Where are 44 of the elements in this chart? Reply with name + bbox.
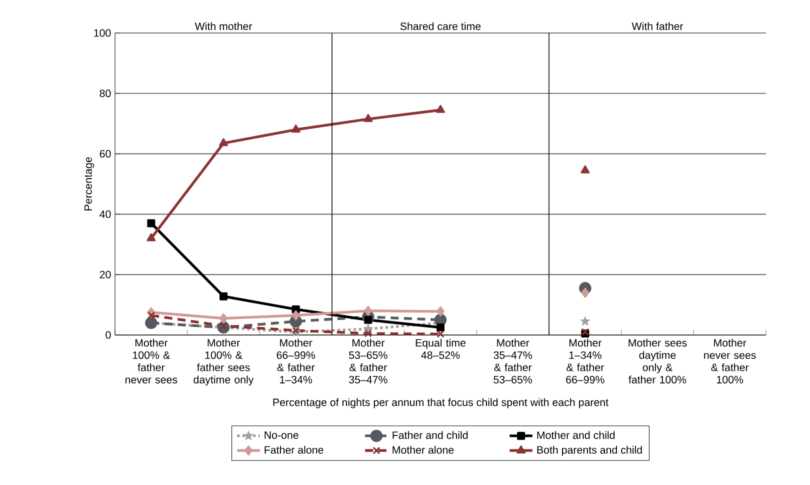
x-tick-label: Mother 100% & father sees daytime only — [194, 338, 254, 386]
point — [220, 292, 228, 300]
point — [436, 330, 444, 338]
point — [219, 138, 228, 146]
point — [580, 165, 590, 174]
point — [220, 313, 228, 324]
y-tick-label: 60 — [100, 150, 111, 158]
legend-label: Both parents and child — [537, 446, 642, 456]
text: Shared care time — [400, 22, 481, 30]
point — [580, 316, 590, 326]
x-tick-label: Mother 35–47% & father 53–65% — [494, 338, 532, 384]
legend-label: No-one — [264, 431, 298, 439]
legend-label: Mother alone — [392, 446, 454, 454]
point — [581, 288, 590, 298]
point — [364, 330, 372, 338]
legend-label: Mother and child — [537, 431, 615, 440]
point — [436, 306, 445, 316]
y-tick-label: 20 — [100, 270, 111, 278]
y-axis-title: Percentage — [84, 157, 94, 210]
point — [147, 312, 155, 320]
legend-label: Father alone — [264, 446, 324, 454]
legend-label: Father and child — [392, 431, 468, 440]
point — [292, 310, 300, 320]
y-tick-label: 0 — [106, 331, 111, 339]
point — [364, 114, 373, 122]
text: With father — [632, 22, 684, 30]
point — [147, 219, 156, 228]
x-tick-label: Mother never sees & father 100% — [704, 338, 756, 384]
point — [436, 323, 445, 332]
x-tick-label: Equal time 48–52% — [416, 338, 466, 359]
x-axis-title: Percentage of nights per annum that focus child spent with each parent — [273, 398, 608, 408]
x-tick-label: Mother 1–34% & father 66–99% — [566, 338, 604, 384]
text: With mother — [194, 22, 252, 30]
x-tick-label: Mother 53–65% & father 35–47% — [348, 338, 388, 384]
point — [436, 104, 445, 113]
point — [364, 306, 372, 316]
point — [146, 233, 156, 242]
y-tick-label: 40 — [100, 210, 111, 218]
y-tick-label: 100 — [94, 29, 111, 37]
x-tick-label: Mother 66–99% & father 1–34% — [276, 338, 316, 384]
x-tick-label: Mother sees daytime only & father 100% — [628, 338, 687, 384]
x-tick-label: Mother 100% & father never sees — [126, 338, 178, 384]
y-tick-label: 80 — [100, 90, 111, 98]
point — [291, 124, 300, 133]
